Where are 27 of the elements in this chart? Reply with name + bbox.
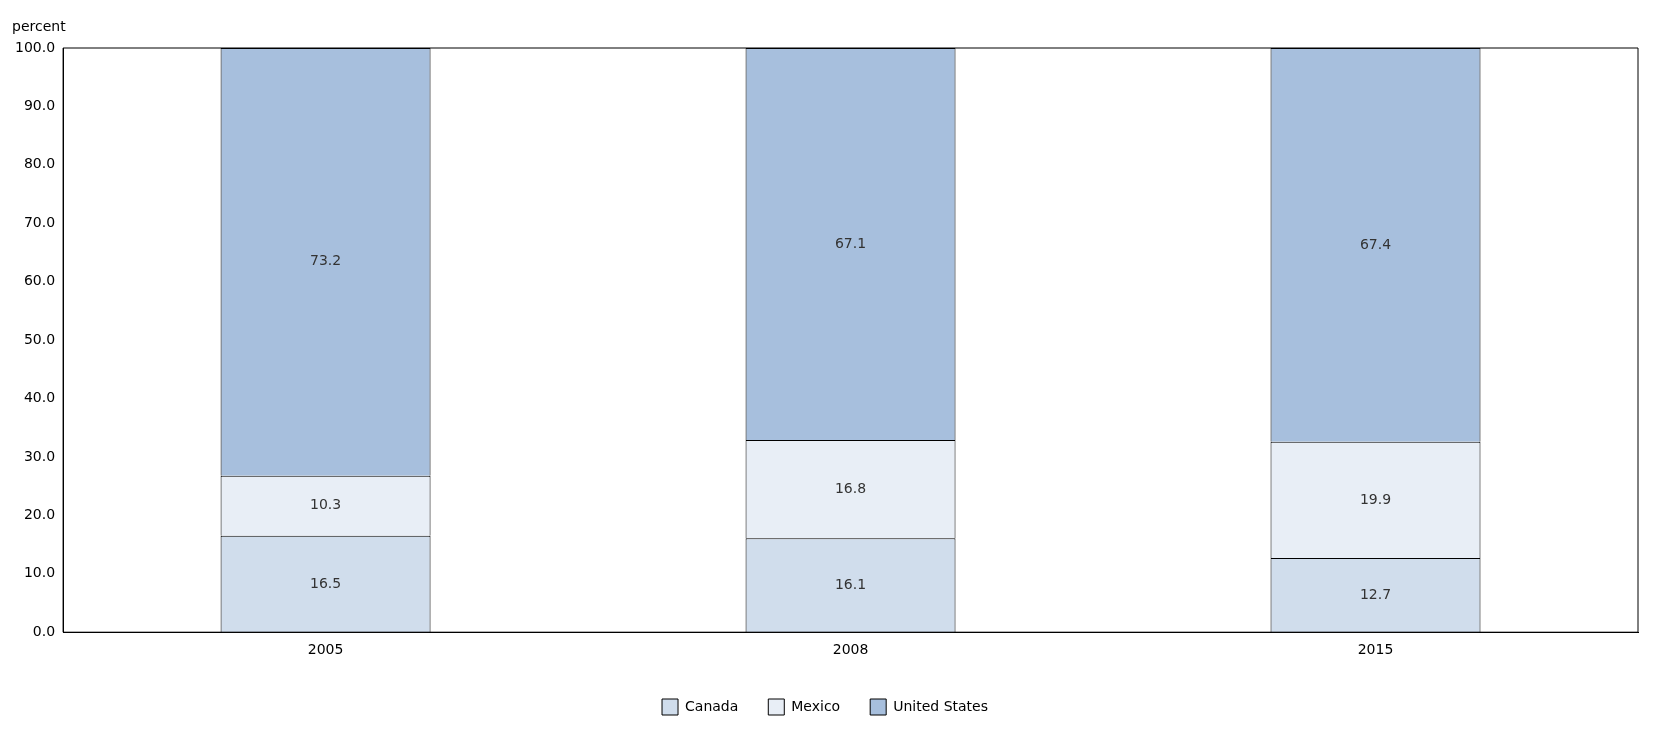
y-tick-label: 100.0 [14, 38, 56, 55]
y-tick-label: 70.0 [23, 213, 56, 230]
legend-label: Mexico [791, 697, 841, 714]
data-label: 19.9 [1359, 490, 1392, 507]
y-tick-label: 90.0 [23, 97, 56, 114]
y-tick-label: 30.0 [23, 447, 56, 464]
data-label: 12.7 [1359, 585, 1392, 602]
y-tick-label: 0.0 [32, 622, 56, 639]
y-tick-label: 10.0 [23, 564, 56, 581]
y-axis-title: percent [12, 17, 67, 34]
y-tick-label: 50.0 [23, 330, 56, 347]
y-tick-label: 60.0 [23, 272, 56, 289]
y-tick-label: 80.0 [23, 155, 56, 172]
data-label: 73.2 [309, 252, 342, 269]
data-label: 16.1 [834, 575, 867, 592]
data-label: 67.4 [1359, 235, 1392, 252]
data-label: 67.1 [834, 234, 867, 251]
y-tick-label: 20.0 [23, 506, 56, 522]
legend-label: Canada [685, 697, 739, 714]
x-tick-label: 2015 [1357, 641, 1394, 658]
data-label: 10.3 [309, 496, 342, 513]
legend-label: United States [893, 697, 988, 714]
x-tick-label: 2005 [307, 641, 344, 658]
x-tick-label: 2008 [832, 641, 869, 658]
data-label: 16.5 [309, 574, 342, 591]
data-label: 16.8 [834, 479, 867, 496]
y-tick-label: 40.0 [23, 389, 56, 406]
